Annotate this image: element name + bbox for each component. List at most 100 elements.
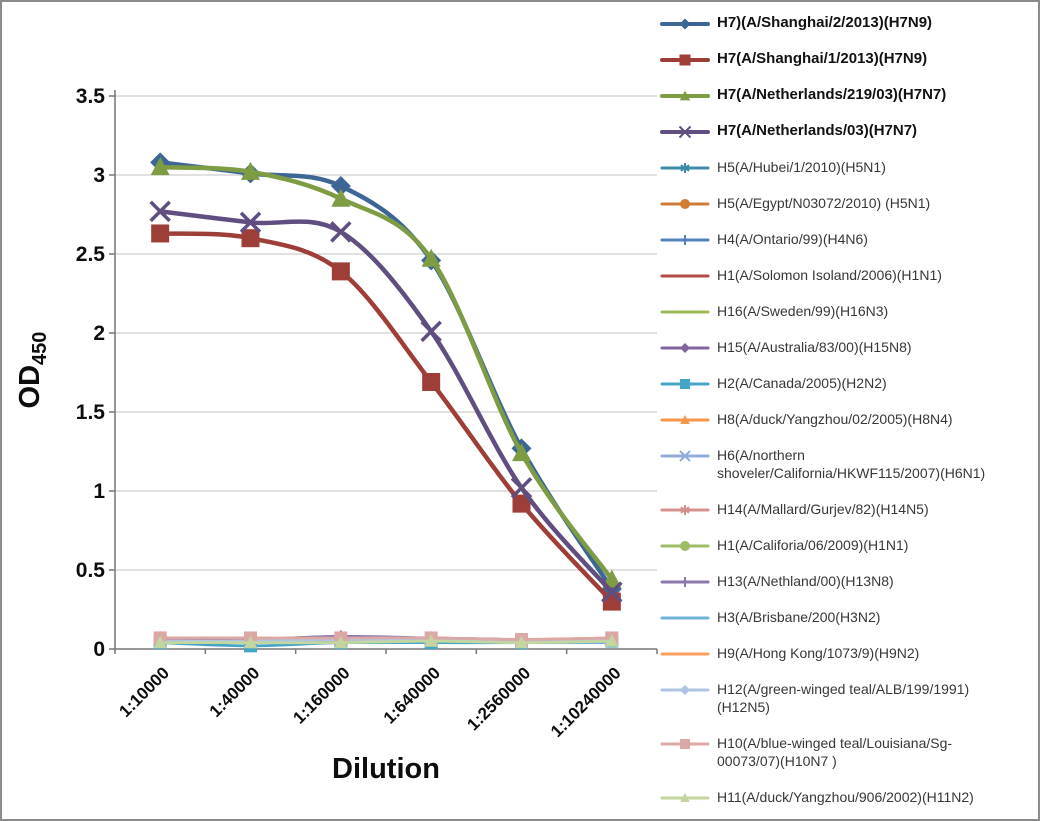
legend-label: H1(A/Solomon Isoland/2006)(H1N1) [717, 267, 942, 283]
asterisk-marker-icon [680, 164, 690, 172]
legend-label: H12(A/green-winged teal/ALB/199/1991)(H1… [717, 681, 970, 715]
legend-label: H15(A/Australia/83/00)(H15N8) [717, 339, 912, 355]
legend-label: H7(A/Netherlands/03)(H7N7) [717, 122, 918, 139]
triangle-marker-icon [243, 635, 258, 649]
triangle-marker-icon [680, 415, 690, 424]
legend-item: H8(A/duck/Yangzhou/02/2005)(H8N4) [660, 410, 1034, 428]
legend-swatch [660, 343, 710, 353]
square-marker-icon [680, 379, 690, 389]
triangle-marker-icon [514, 635, 529, 649]
triangle-marker-icon [512, 443, 531, 462]
legend-label: H4(A/Ontario/99)(H4N6) [717, 231, 868, 247]
square-marker-icon [512, 494, 531, 513]
y-tick-label: 1.5 [76, 401, 106, 424]
legend-label: H11(A/duck/Yangzhou/906/2002)(H11N2) [717, 789, 974, 805]
x-marker-icon [330, 221, 352, 243]
legend-item: H5(A/Egypt/N03072/2010) (H5N1) [660, 194, 1034, 212]
legend-label: H8(A/duck/Yangzhou/02/2005)(H8N4) [717, 411, 953, 427]
legend-swatch [660, 577, 710, 587]
triangle-marker-icon [679, 90, 691, 101]
legend-item: H9(A/Hong Kong/1073/9)(H9N2) [660, 644, 1034, 662]
square-marker-icon [241, 229, 260, 248]
triangle-marker-icon [331, 188, 351, 207]
triangle-marker-icon [153, 635, 167, 649]
legend-item: H12(A/green-winged teal/ALB/199/1991)(H1… [660, 680, 1034, 716]
legend-label: H5(A/Egypt/N03072/2010) (H5N1) [717, 195, 931, 211]
legend-swatch [660, 685, 710, 695]
legend-label: H2(A/Canada/2005)(H2N2) [717, 375, 887, 391]
diamond-marker-icon [330, 176, 351, 197]
x-marker-icon [678, 125, 692, 139]
circle-marker-icon [680, 541, 690, 551]
y-axis-title-main: OD [14, 364, 46, 409]
legend-swatch [660, 450, 710, 462]
series-line [158, 636, 614, 641]
y-tick-label: 3 [93, 164, 105, 187]
triangle-marker-icon [680, 793, 690, 802]
x-tick-label: 1:10240000 [547, 663, 625, 741]
series-line [157, 209, 615, 595]
legend-swatch [660, 616, 710, 620]
legend-label: H14(A/Mallard/Gurjev/82)(H14N5) [717, 501, 929, 517]
legend-swatch [660, 310, 710, 314]
triangle-marker-icon [334, 635, 348, 649]
legend-item: H16(A/Sweden/99)(H16N3) [660, 302, 1034, 320]
legend-item: H15(A/Australia/83/00)(H15N8) [660, 338, 1034, 356]
legend-item: H5(A/Hubei/1/2010)(H5N1) [660, 158, 1034, 176]
triangle-marker-icon [602, 569, 622, 588]
series-line [158, 637, 614, 643]
x-marker-icon [601, 581, 623, 603]
legend-item: H1(A/Califoria/06/2009)(H1N1) [660, 536, 1034, 554]
x-marker-icon [239, 211, 262, 234]
x-tick-label: 1:160000 [289, 663, 353, 727]
legend-item: H13(A/Nethland/00)(H13N8) [660, 572, 1034, 590]
legend-swatch [660, 235, 710, 245]
x-tick-label: 1:10000 [115, 663, 173, 721]
diamond-marker-icon [679, 18, 691, 30]
x-marker-icon [679, 450, 691, 462]
legend-swatch [660, 90, 710, 101]
series-line [157, 231, 615, 604]
legend-swatch [660, 274, 710, 278]
legend-item: H2(A/Canada/2005)(H2N2) [660, 374, 1034, 392]
legend-label: H16(A/Sweden/99)(H16N3) [717, 303, 889, 319]
series-line [157, 160, 615, 592]
legend-swatch [660, 54, 710, 66]
square-marker-icon [331, 262, 350, 281]
y-tick-label: 0.5 [76, 559, 106, 582]
square-marker-icon [680, 739, 690, 749]
legend-label: H9(A/Hong Kong/1073/9)(H9N2) [717, 645, 920, 661]
y-tick-label: 3.5 [76, 85, 106, 108]
y-tick-label: 1 [93, 480, 105, 503]
y-axis-title: OD450 [14, 120, 58, 620]
triangle-marker-icon [605, 634, 619, 647]
diamond-marker-icon [680, 685, 690, 695]
y-axis-title-sub: 450 [28, 331, 51, 365]
triangle-marker-icon [421, 248, 441, 267]
legend-item: H4(A/Ontario/99)(H4N6) [660, 230, 1034, 248]
legend-label: H13(A/Nethland/00)(H13N8) [717, 573, 894, 589]
legend-label: H6(A/northern shoveler/California/HKWF11… [717, 447, 986, 481]
legend-label: H7(A/Netherlands/219/03)(H7N7) [717, 86, 947, 103]
legend-item: H11(A/duck/Yangzhou/906/2002)(H11N2) [660, 788, 1034, 806]
legend-swatch [660, 415, 710, 424]
square-marker-icon [151, 224, 170, 243]
series-line [158, 639, 614, 645]
diamond-marker-icon [680, 343, 690, 353]
legend-label: H3(A/Brisbane/200(H3N2) [717, 609, 881, 625]
legend-swatch [660, 505, 710, 515]
legend-label: H5(A/Hubei/1/2010)(H5N1) [717, 159, 886, 175]
legend-item: H14(A/Mallard/Gurjev/82)(H14N5) [660, 500, 1034, 518]
triangle-marker-icon [241, 161, 260, 180]
x-tick-label: 1:40000 [206, 663, 264, 721]
legend-item: H7(A/Netherlands/219/03)(H7N7) [660, 86, 1034, 104]
legend-swatch [660, 541, 710, 551]
triangle-marker-icon [150, 157, 170, 176]
legend-item: H7)(A/Shanghai/2/2013)(H7N9) [660, 14, 1034, 32]
legend-swatch [660, 652, 710, 656]
legend-swatch [660, 739, 710, 749]
legend-item: H6(A/northern shoveler/California/HKWF11… [660, 446, 1034, 482]
x-axis-title: Dilution [332, 753, 440, 785]
legend-swatch [660, 793, 710, 802]
